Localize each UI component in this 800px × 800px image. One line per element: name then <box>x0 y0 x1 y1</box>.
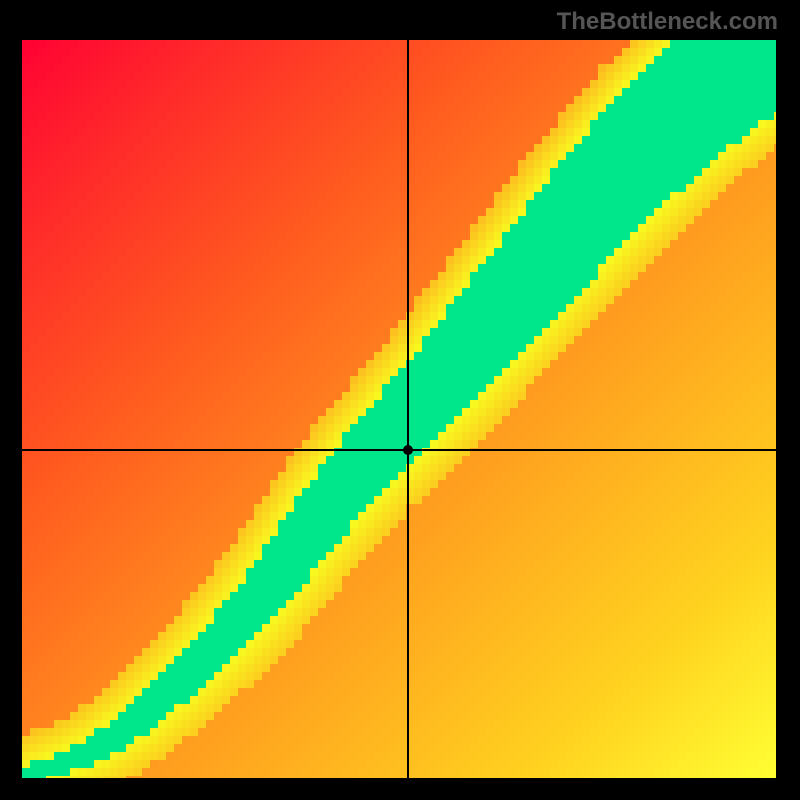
chart-container: TheBottleneck.com <box>0 0 800 800</box>
crosshair-dot <box>403 445 413 455</box>
crosshair-vertical <box>407 40 409 778</box>
heatmap-canvas <box>22 40 776 778</box>
crosshair-horizontal <box>22 449 776 451</box>
watermark: TheBottleneck.com <box>557 8 778 36</box>
